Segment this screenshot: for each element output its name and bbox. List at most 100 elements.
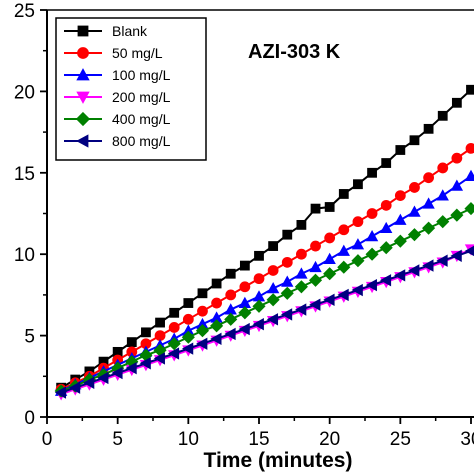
data-point [281, 275, 294, 287]
chart-annotation: AZI-303 K [248, 41, 341, 63]
data-point [295, 248, 307, 260]
data-point [195, 324, 210, 338]
x-tick-label: 25 [390, 429, 411, 450]
data-point [437, 162, 449, 174]
data-point [280, 286, 294, 300]
y-tick-label: 10 [14, 245, 35, 266]
data-point [423, 172, 435, 184]
data-point [126, 337, 137, 348]
data-point [168, 322, 180, 333]
legend-item: 50 mg/L [64, 45, 163, 61]
y-tick-label: 15 [14, 164, 35, 185]
data-point [210, 332, 222, 346]
data-point [379, 274, 392, 287]
legend-item: 100 mg/L [64, 67, 171, 83]
legend-label: 100 mg/L [112, 67, 171, 83]
data-point [408, 205, 421, 217]
data-point [451, 152, 463, 164]
data-point [125, 361, 137, 375]
data-point [338, 189, 349, 199]
data-point [182, 313, 194, 325]
data-point [451, 97, 462, 108]
data-point [197, 288, 208, 299]
x-tick-label: 5 [112, 429, 123, 450]
y-tick-label: 25 [14, 1, 35, 22]
data-point [395, 145, 406, 155]
data-point [309, 260, 322, 273]
data-point [423, 123, 434, 134]
data-point [211, 297, 223, 309]
data-point [197, 305, 208, 317]
data-point [437, 110, 448, 121]
data-point [266, 282, 280, 294]
data-point [464, 202, 474, 216]
data-point [266, 293, 280, 307]
series-line [60, 249, 472, 394]
data-point [238, 306, 252, 320]
series-50-mg-l [55, 142, 474, 395]
data-point [365, 278, 377, 292]
data-point [394, 190, 406, 201]
data-point [409, 135, 420, 146]
data-point [238, 296, 252, 308]
legend-item: 800 mg/L [64, 133, 171, 149]
data-point [422, 221, 436, 235]
x-tick-label: 10 [178, 429, 199, 450]
legend-marker [77, 25, 89, 37]
data-point [465, 142, 474, 154]
data-point [337, 288, 349, 302]
data-point [252, 290, 266, 302]
legend-label: 50 mg/L [112, 45, 163, 61]
data-point [450, 208, 464, 222]
data-point [309, 298, 321, 311]
data-point [294, 280, 308, 294]
data-point [324, 232, 336, 244]
data-point [97, 371, 109, 385]
data-point [183, 298, 194, 308]
legend-marker [76, 134, 89, 148]
data-point [169, 307, 180, 318]
data-point [308, 273, 323, 287]
series-400-mg-l [54, 202, 474, 398]
data-point [351, 254, 365, 268]
data-point [436, 254, 448, 267]
data-point [225, 268, 236, 279]
data-point [464, 245, 474, 257]
legend-item: 200 mg/L [64, 89, 171, 105]
data-point [338, 224, 350, 236]
data-point [254, 250, 264, 261]
y-tick-label: 5 [24, 327, 35, 348]
legend-label: Blank [112, 23, 148, 39]
legend-item: Blank [64, 23, 148, 39]
data-point [407, 228, 422, 242]
legend-label: 400 mg/L [112, 111, 171, 127]
data-point [252, 299, 266, 313]
data-point [225, 289, 237, 301]
series-layer [54, 84, 474, 401]
data-point [181, 330, 195, 344]
data-point [381, 158, 392, 168]
data-point [436, 215, 450, 229]
data-point [464, 169, 474, 181]
data-point [323, 293, 335, 306]
data-point [295, 303, 307, 316]
legend-label: 800 mg/L [112, 133, 171, 149]
data-point [139, 357, 151, 370]
data-point [238, 322, 250, 336]
data-point [353, 179, 363, 190]
data-point [365, 247, 379, 261]
data-point [450, 249, 462, 263]
data-point [210, 319, 224, 333]
data-point [380, 199, 392, 211]
data-point [408, 264, 420, 277]
data-point [239, 281, 251, 293]
data-point [253, 273, 265, 285]
data-point [367, 167, 377, 178]
data-point [409, 182, 420, 193]
data-point [182, 342, 194, 355]
legend-box [55, 17, 207, 161]
x-tick-label: 20 [319, 429, 340, 450]
data-point [224, 327, 236, 341]
data-point [153, 352, 165, 365]
series-100-mg-l [54, 169, 474, 396]
